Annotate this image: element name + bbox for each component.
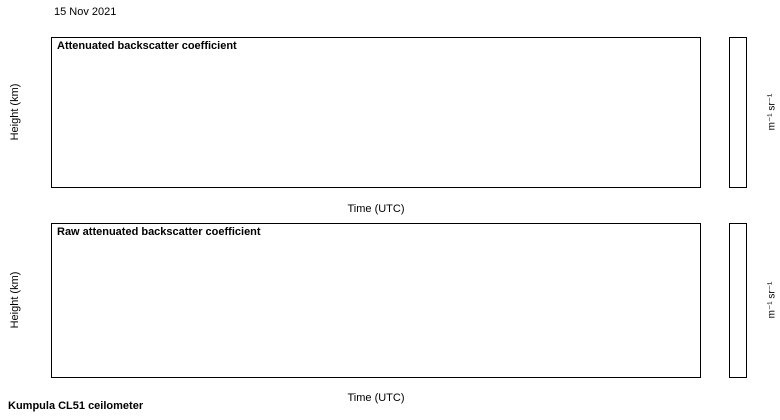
- instrument-label: Kumpula CL51 ceilometer: [8, 400, 144, 412]
- y-axis-label-top: Height (km): [9, 83, 21, 141]
- colorbar-gradient-top: [730, 38, 746, 187]
- plot-area-top: [51, 37, 701, 188]
- colorbar-unit-bottom: m⁻¹ sr⁻¹: [766, 281, 778, 319]
- colorbar-unit-top: m⁻¹ sr⁻¹: [766, 93, 778, 131]
- colorbar-top: [729, 37, 747, 188]
- colorbar-gradient-bottom: [730, 224, 746, 377]
- panel-title-top: Attenuated backscatter coefficient: [57, 40, 237, 52]
- heatmap-top: [52, 38, 700, 187]
- panel-title-bottom: Raw attenuated backscatter coefficient: [57, 226, 261, 238]
- x-axis-label-bottom: Time (UTC): [347, 392, 405, 404]
- plot-area-bottom: [51, 223, 701, 378]
- y-axis-label-bottom: Height (km): [9, 271, 21, 329]
- colorbar-bottom: [729, 223, 747, 378]
- x-axis-label-top: Time (UTC): [347, 203, 405, 215]
- date-label: 15 Nov 2021: [54, 6, 117, 18]
- heatmap-bottom: [52, 224, 700, 377]
